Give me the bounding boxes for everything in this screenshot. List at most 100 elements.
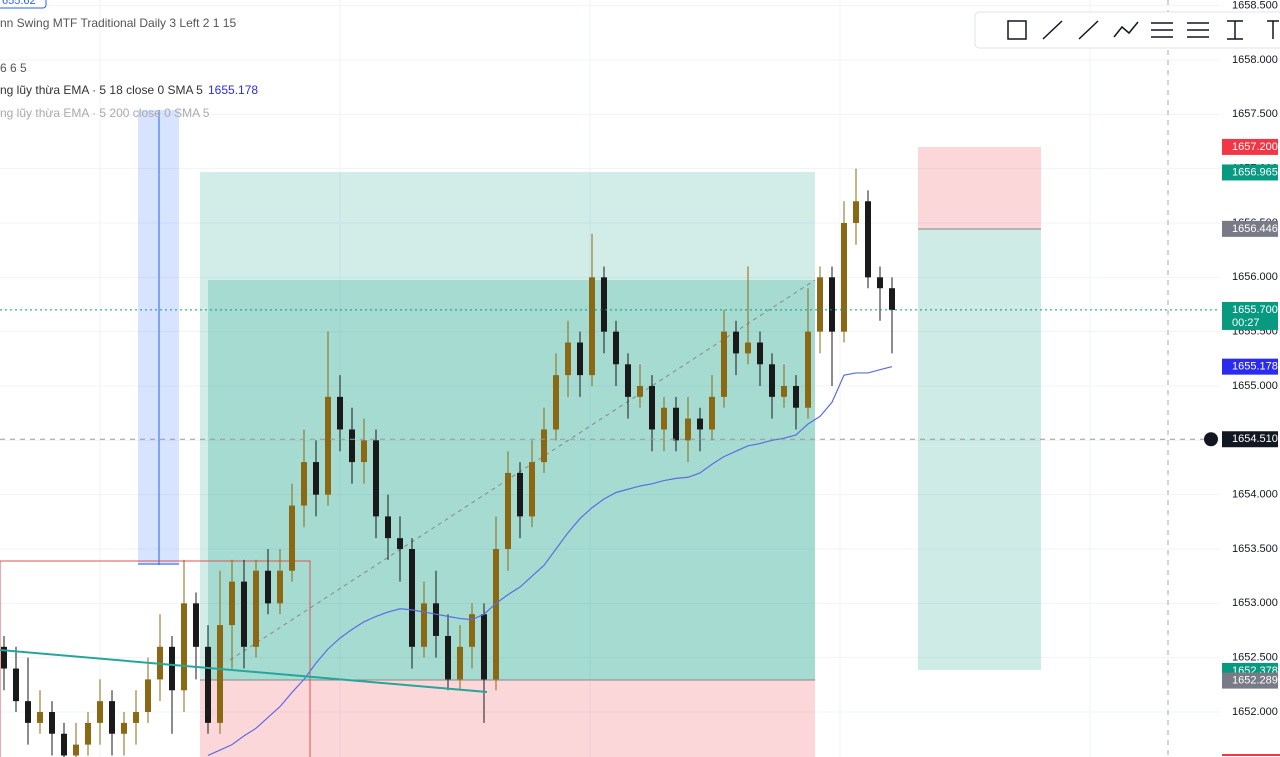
candle-body — [181, 603, 187, 691]
candle-body — [889, 288, 895, 310]
price-tag — [1222, 431, 1278, 448]
candle-body — [625, 364, 631, 397]
candle-body — [349, 429, 355, 463]
ema-line — [207, 366, 893, 757]
candle-body — [397, 538, 403, 550]
legend-values: 6 6 5 — [0, 61, 27, 75]
price-tag-label: 1652.289 — [1232, 675, 1278, 687]
candle-body — [793, 385, 799, 408]
y-tick-label: 1657.500 — [1232, 108, 1278, 120]
axis: 1658.5001658.0001657.5001657.0001656.500… — [1204, 0, 1278, 718]
candle-body — [517, 472, 523, 517]
candle-body — [589, 277, 595, 376]
profit-zone — [918, 229, 1041, 670]
candle-body — [73, 744, 79, 756]
y-tick-label: 1652.500 — [1232, 652, 1278, 664]
candle-body — [685, 418, 691, 441]
legend-box — [0, 0, 47, 9]
candle-body — [721, 331, 727, 397]
trend-line — [0, 649, 488, 693]
grid-vertical — [99, 0, 1091, 757]
y-tick-label: 1654.000 — [1232, 489, 1278, 501]
candle-body — [433, 603, 439, 636]
candle-body — [373, 440, 379, 517]
tool-text[interactable] — [1267, 20, 1279, 39]
price-axis — [1220, 0, 1280, 757]
toolbar-bg — [974, 11, 1280, 49]
candle-body — [481, 614, 487, 680]
tool-rect[interactable] — [1007, 20, 1027, 40]
y-tick-label: 1652.000 — [1232, 706, 1278, 718]
price-tag-label: 1655.700 — [1232, 304, 1278, 316]
candle-body — [313, 462, 319, 495]
legend-ema-value: 1655.178 — [208, 83, 258, 97]
candle-body — [565, 342, 571, 376]
candle-body — [229, 581, 235, 626]
candle-body — [541, 429, 547, 463]
candle-body — [145, 679, 151, 713]
candle-body — [457, 646, 463, 680]
candle-body — [577, 342, 583, 376]
candle-body — [97, 701, 103, 723]
candle-body — [289, 505, 295, 571]
grid — [0, 5, 1220, 713]
candle-body — [781, 385, 787, 397]
candle-body — [493, 549, 499, 680]
tool-ray[interactable] — [1078, 20, 1099, 40]
candle-body — [769, 364, 775, 397]
candle-body — [553, 375, 559, 430]
candle-body — [505, 472, 511, 550]
long-stop-zone — [200, 680, 815, 757]
y-tick-label: 1658.000 — [1232, 54, 1278, 66]
tool-line[interactable] — [1042, 20, 1063, 40]
candle-body — [49, 712, 55, 734]
candle-body — [205, 646, 211, 723]
candle-body — [637, 385, 643, 397]
legend-value: 655.62 — [2, 0, 36, 7]
candle-body — [61, 733, 67, 756]
price-tag-label: 1654.510 — [1232, 433, 1278, 445]
box-outline — [0, 560, 311, 757]
tool-measure[interactable] — [1227, 20, 1243, 40]
candle-body — [37, 712, 43, 723]
candle-body — [853, 201, 859, 223]
candle-body — [601, 277, 607, 332]
price-tag — [1222, 358, 1278, 375]
candle-body — [169, 646, 175, 691]
tool-fib[interactable] — [1151, 22, 1173, 38]
y-tick-label: 1656.000 — [1232, 271, 1278, 283]
stop-zone — [918, 147, 1041, 229]
candle-body — [529, 462, 535, 517]
y-tick-label: 1653.000 — [1232, 597, 1278, 609]
candle-body — [13, 668, 19, 702]
candle-body — [613, 331, 619, 365]
candle-body — [253, 570, 259, 647]
price-tag-label: 1657.200 — [1232, 141, 1278, 153]
y-tick-label: 1653.500 — [1232, 543, 1278, 555]
countdown: 00:27 — [1232, 317, 1260, 329]
candle-body — [121, 722, 127, 734]
candle-body — [25, 701, 31, 723]
candle-body — [301, 462, 307, 506]
candle-body — [733, 331, 739, 354]
candle-body — [805, 331, 811, 408]
price-tag-label: 1656.446 — [1232, 223, 1278, 235]
candle-body — [1, 646, 7, 669]
candle-body — [109, 701, 115, 734]
legend-ema: ng lũy thừa EMA · 5 18 close 0 SMA 5 — [0, 83, 203, 97]
candle-body — [445, 635, 451, 680]
candle-body — [697, 418, 703, 430]
candle-body — [829, 277, 835, 332]
tool-path[interactable] — [1113, 21, 1139, 38]
candle-body — [817, 277, 823, 332]
price-tag — [1222, 138, 1278, 155]
candle-body — [649, 385, 655, 430]
y-tick-label: 1658.500 — [1232, 0, 1278, 12]
tool-fib2[interactable] — [1187, 22, 1209, 38]
toolbar — [974, 11, 1280, 49]
price-tag-label: 1655.178 — [1232, 361, 1278, 373]
candle-body — [757, 342, 763, 365]
plot — [0, 168, 1220, 757]
